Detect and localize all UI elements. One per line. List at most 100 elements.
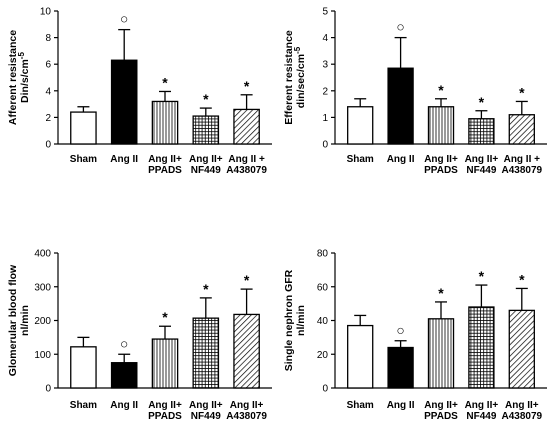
- bar: [151, 338, 179, 389]
- significance-star-marker: *: [162, 309, 168, 325]
- x-category-label: Ang II+ A438079: [502, 400, 543, 422]
- x-category-label: Ang II+ A438079: [226, 400, 267, 422]
- bar: [192, 115, 220, 145]
- y-axis-label: Efferent resistancedin/sec/cm-5: [283, 30, 307, 125]
- x-category-label-line: Ang II+: [465, 154, 499, 165]
- bar: [192, 317, 220, 389]
- x-category-label-line: Ang II +: [504, 154, 541, 165]
- bar: [387, 67, 414, 145]
- y-tick-label: 3: [322, 60, 328, 71]
- y-tick-label: 40: [317, 316, 329, 327]
- x-category-label-line: Sham: [347, 400, 374, 411]
- y-tick-label: 60: [317, 282, 329, 293]
- x-category-label: Ang II+ NF449: [465, 400, 499, 422]
- y-tick-label: 6: [45, 60, 51, 71]
- significance-star-marker: *: [479, 268, 485, 284]
- y-tick-label: 80: [317, 249, 329, 260]
- y-tick-label: 200: [34, 316, 51, 327]
- bar: [233, 313, 260, 389]
- x-category-label: Ang II+ PPADS: [148, 400, 182, 422]
- significance-circle-marker: ○: [396, 322, 404, 338]
- significance-star-marker: *: [203, 281, 209, 297]
- x-category-label-line: Ang II+: [424, 400, 458, 411]
- x-category-label-line: A438079: [226, 411, 267, 422]
- y-axis-label-line: Single nephron GFR: [283, 269, 295, 371]
- y-axis-label-line: Efferent resistance: [283, 30, 295, 125]
- y-axis-label-line: nl/min: [295, 305, 307, 336]
- x-category-label-line: PPADS: [148, 411, 182, 422]
- bar: [427, 318, 455, 389]
- y-tick-label: 2: [45, 113, 51, 124]
- x-category-label-line: Sham: [70, 154, 97, 165]
- y-axis-label-line: nl/min: [19, 305, 31, 336]
- x-category-label-line: A438079: [502, 411, 543, 422]
- significance-star-marker: *: [244, 78, 250, 94]
- significance-star-marker: *: [162, 74, 168, 90]
- y-axis-label: Glomerular blood flownl/min: [7, 264, 31, 376]
- y-axis-label-line: Din/s/cm: [19, 59, 31, 103]
- significance-star-marker: *: [519, 271, 525, 287]
- x-category-label: Sham: [70, 400, 97, 411]
- x-category-label-line: Ang II+: [148, 400, 182, 411]
- x-category-label: Ang II+ PPADS: [148, 154, 182, 176]
- bar: [508, 114, 535, 145]
- chart-efferent-resistance: 0 1 2 3 4 5 Efferent resistancedin/sec/cm-5 Sha…: [283, 7, 547, 176]
- y-axis-label-superscript: -5: [17, 52, 26, 60]
- x-category-label: Ang II: [387, 154, 415, 165]
- y-tick-label: 100: [34, 350, 51, 361]
- y-tick-label: 0: [322, 384, 328, 395]
- bar: [233, 108, 260, 145]
- bar: [110, 362, 138, 389]
- y-tick-label: 0: [45, 140, 51, 151]
- y-tick-label: 0: [322, 140, 328, 151]
- x-category-label-line: Ang II: [110, 154, 138, 165]
- bar: [468, 306, 495, 389]
- x-category-label-line: Ang II+: [189, 400, 223, 411]
- x-category-label-line: NF449: [466, 411, 496, 422]
- bar: [427, 106, 455, 145]
- bar: [387, 346, 414, 389]
- x-category-label-line: Ang II+: [148, 154, 182, 165]
- y-axis-label-superscript: -5: [293, 46, 302, 54]
- y-tick-label: 4: [45, 86, 51, 97]
- x-category-label-line: Ang II: [387, 400, 415, 411]
- x-category-label-line: PPADS: [148, 165, 182, 176]
- y-tick-label: 2: [322, 86, 328, 97]
- x-category-label-line: PPADS: [424, 165, 458, 176]
- significance-star-marker: *: [438, 82, 444, 98]
- y-tick-label: 5: [322, 7, 328, 18]
- x-category-label: Ang II + A438079: [502, 154, 543, 176]
- x-category-label-line: Sham: [70, 400, 97, 411]
- x-category-label-line: A438079: [502, 165, 543, 176]
- x-category-label: Ang II+ PPADS: [424, 154, 458, 176]
- significance-star-marker: *: [519, 84, 525, 100]
- x-category-label: Ang II + A438079: [226, 154, 267, 176]
- x-category-label: Sham: [347, 400, 374, 411]
- chart-afferent-resistance: 0 2 4 6 8 10 Afferent resistanceDin/s/cm-5 Sham…: [7, 7, 272, 176]
- bar: [70, 111, 97, 145]
- bar: [151, 100, 179, 145]
- x-category-label-line: Ang II+: [424, 154, 458, 165]
- bar: [468, 118, 495, 145]
- x-category-label-line: Ang II: [387, 154, 415, 165]
- y-tick-label: 20: [317, 350, 329, 361]
- bar: [110, 59, 138, 145]
- x-category-label-line: Ang II+: [505, 400, 539, 411]
- y-axis-label-line: din/sec/cm: [295, 54, 307, 108]
- x-category-label-line: NF449: [466, 165, 496, 176]
- y-tick-label: 0: [45, 384, 51, 395]
- x-category-label-line: NF449: [191, 411, 221, 422]
- x-category-label-line: Sham: [347, 154, 374, 165]
- bar: [347, 106, 374, 145]
- x-category-label: Ang II: [110, 400, 138, 411]
- bar: [508, 309, 535, 389]
- y-tick-label: 300: [34, 282, 51, 293]
- x-category-label-line: A438079: [226, 165, 267, 176]
- x-category-label: Sham: [70, 154, 97, 165]
- x-category-label: Ang II: [110, 154, 138, 165]
- significance-star-marker: *: [479, 94, 485, 110]
- y-tick-label: 400: [34, 249, 51, 260]
- y-axis-label-line: Afferent resistance: [7, 30, 19, 125]
